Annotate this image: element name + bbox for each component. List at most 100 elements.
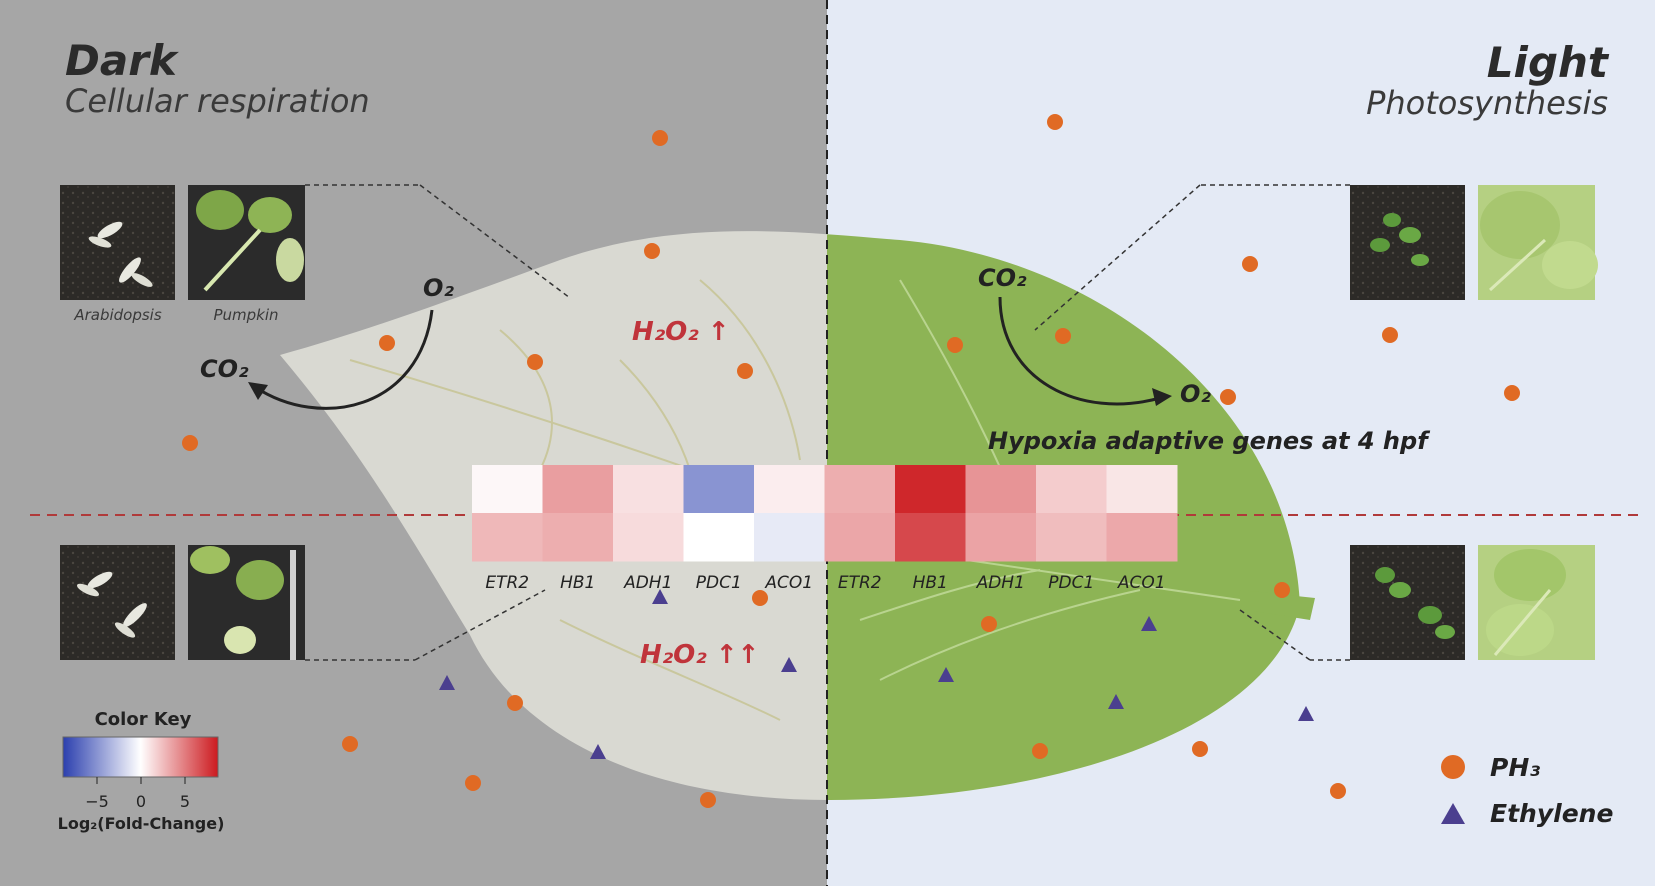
ethylene-marker: [1298, 706, 1314, 721]
dark-gas-in: O₂: [423, 274, 454, 302]
light-gas-arrow: [998, 296, 1161, 406]
ph3-marker: [1330, 783, 1346, 799]
dark-gas-arrow: [254, 309, 434, 410]
ethylene-marker: [1141, 616, 1157, 631]
heatmap-cell-r0-c0: [472, 465, 543, 514]
photo-light-arabidopsis-top: [1350, 185, 1465, 300]
ph3-marker: [1242, 256, 1258, 272]
photo-light-pumpkin-top: [1478, 185, 1598, 300]
ph3-marker: [465, 775, 481, 791]
ethylene-marker: [781, 657, 797, 672]
color-key-tick-mid: 0: [136, 792, 146, 811]
heatmap-cell-r0-c1: [542, 465, 614, 514]
gene-label-0: ETR2: [485, 573, 529, 593]
ethylene-marker: [652, 589, 668, 604]
ph3-marker: [1032, 743, 1048, 759]
heatmap-cell-r1-c1: [542, 513, 614, 562]
h2o2-lower: H₂O₂ ↑↑: [640, 640, 759, 670]
caption-arabidopsis: Arabidopsis: [73, 306, 162, 324]
heatmap-cell-r1-c3: [683, 513, 755, 562]
photo-dark-pumpkin-top: [188, 185, 305, 300]
dark-title: Dark: [65, 36, 180, 85]
gene-label-3: PDC1: [696, 573, 742, 593]
heatmap-cell-r0-c4: [754, 465, 825, 514]
dark-subtitle: Cellular respiration: [65, 82, 370, 120]
legend: PH₃ Ethylene: [1441, 753, 1613, 828]
heatmap-cell-r0-c6: [895, 465, 966, 514]
heatmap-cell-r1-c6: [895, 513, 966, 562]
photo-dark-arabidopsis-top: [60, 185, 175, 300]
ph3-marker: [752, 590, 768, 606]
dark-gas-out: CO₂: [200, 355, 249, 383]
gene-label-5: ETR2: [838, 573, 882, 593]
gene-labels: ETR2 HB1 ADH1 PDC1 ACO1 ETR2 HB1 ADH1 PDC1 ACO1: [485, 573, 1165, 593]
heatmap-cell-r1-c8: [1036, 513, 1107, 562]
legend-ethylene-label: Ethylene: [1490, 799, 1613, 828]
legend-ph3-symbol: [1441, 755, 1465, 779]
ph3-marker: [644, 243, 660, 259]
ph3-marker: [379, 335, 395, 351]
ph3-marker: [527, 354, 543, 370]
ph3-marker: [737, 363, 753, 379]
color-key-gradient: [62, 736, 219, 778]
light-gas-in: CO₂: [978, 264, 1027, 292]
gas-markers: [182, 114, 1520, 808]
heatmap-cell-r0-c2: [613, 465, 684, 514]
heatmap-cell-r0-c8: [1036, 465, 1107, 514]
ethylene-marker: [938, 667, 954, 682]
heatmap-cell-r0-c3: [683, 465, 755, 514]
heatmap-cell-r1-c0: [472, 513, 543, 562]
legend-ph3-label: PH₃: [1490, 753, 1540, 782]
light-gas-arrowhead: [1152, 388, 1172, 406]
color-key-tick-low: −5: [85, 792, 109, 811]
gene-label-8: PDC1: [1048, 573, 1094, 593]
photo-dark-pumpkin-bottom: [188, 545, 305, 660]
photo-dark-arabidopsis-bottom: [60, 545, 175, 660]
dark-gas-arrowhead: [248, 382, 268, 400]
color-key-tick-high: 5: [180, 792, 190, 811]
gene-label-9: ACO1: [1117, 573, 1166, 593]
ethylene-marker: [439, 675, 455, 690]
color-key: Color Key −5 0 5 Log₂(Fold-Change): [58, 709, 225, 833]
gene-label-6: HB1: [913, 573, 948, 593]
ph3-marker: [1382, 327, 1398, 343]
ph3-marker: [700, 792, 716, 808]
hypoxia-label: Hypoxia adaptive genes at 4 hpf: [988, 427, 1430, 455]
heatmap-cell-r1-c9: [1106, 513, 1178, 562]
photo-connectors: [305, 184, 1350, 661]
ph3-marker: [1504, 385, 1520, 401]
light-title: Light: [1487, 38, 1610, 87]
heatmap-cell-r1-c7: [965, 513, 1037, 562]
ph3-marker: [981, 616, 997, 632]
heatmap-cell-r0-c7: [965, 465, 1037, 514]
photo-light-arabidopsis-bottom: [1350, 545, 1465, 660]
gene-label-7: ADH1: [976, 573, 1025, 593]
heatmap-cell-r0-c9: [1106, 465, 1178, 514]
caption-pumpkin: Pumpkin: [213, 306, 278, 324]
light-gas-out: O₂: [1180, 380, 1211, 408]
ethylene-marker: [1108, 694, 1124, 709]
heatmap-cell-r1-c2: [613, 513, 684, 562]
ethylene-marker: [590, 744, 606, 759]
ph3-marker: [1274, 582, 1290, 598]
h2o2-upper: H₂O₂ ↑: [632, 317, 729, 347]
ph3-marker: [342, 736, 358, 752]
heatmap-cell-r1-c5: [824, 513, 896, 562]
legend-ethylene-symbol: [1441, 803, 1465, 824]
ph3-marker: [1192, 741, 1208, 757]
gene-label-1: HB1: [560, 573, 595, 593]
ph3-marker: [1220, 389, 1236, 405]
heatmap-cell-r0-c5: [824, 465, 896, 514]
ph3-marker: [1047, 114, 1063, 130]
ph3-marker: [1055, 328, 1071, 344]
color-key-axis-label: Log₂(Fold-Change): [58, 814, 225, 833]
ph3-marker: [182, 435, 198, 451]
ph3-marker: [947, 337, 963, 353]
heatmap: [472, 465, 1178, 562]
gene-label-4: ACO1: [764, 573, 813, 593]
heatmap-cell-r1-c4: [754, 513, 825, 562]
photo-light-pumpkin-bottom: [1478, 545, 1595, 660]
ph3-marker: [507, 695, 523, 711]
